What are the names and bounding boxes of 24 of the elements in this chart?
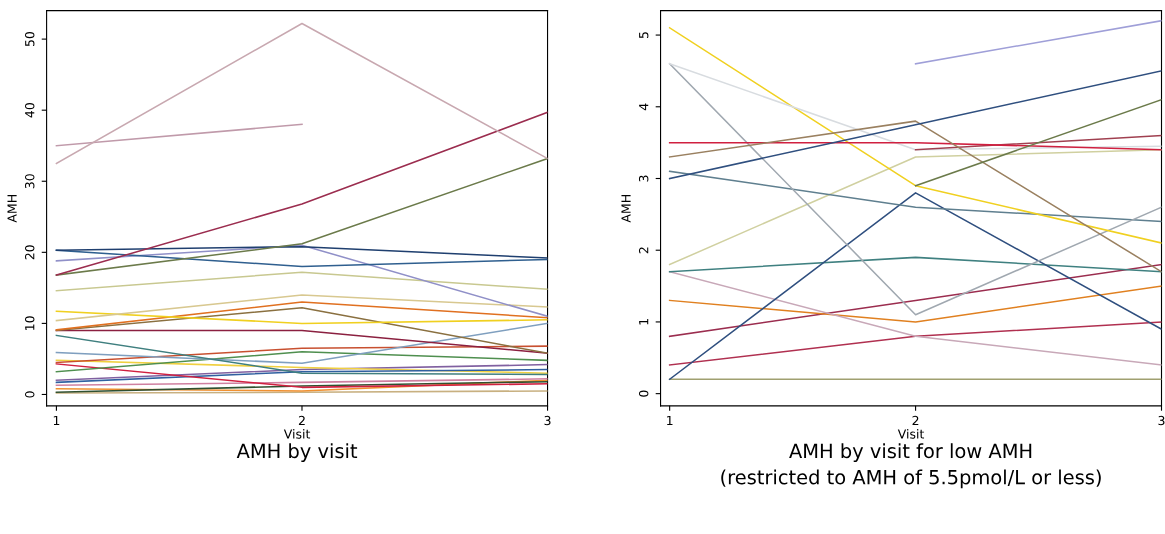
y-axis-title: AMH (7, 195, 17, 223)
x-tick-label: 3 (544, 415, 551, 426)
y-tick-label: 20 (25, 245, 35, 260)
x-axis-title: Visit (897, 429, 925, 439)
x-tick-label: 2 (912, 415, 919, 426)
y-tick-label: 40 (25, 103, 35, 118)
x-tick-label: 3 (1158, 415, 1165, 426)
y-tick-label: 5 (639, 32, 649, 39)
y-tick-label: 0 (638, 390, 649, 397)
x-tick-label: 1 (667, 415, 673, 426)
y-tick-label: 3 (638, 175, 649, 182)
y-tick-label: 50 (25, 31, 35, 47)
x-axis-title: Visit (283, 429, 311, 439)
text: AMH by visit (236, 443, 358, 463)
y-tick-label: 1 (639, 319, 649, 325)
y-axis-title: AMH (621, 195, 631, 223)
text: AMH by visit for low AMH (restricted to AMH of 5.5pmol/L or less) (721, 443, 1101, 489)
x-tick-label: 1 (53, 415, 60, 426)
x-tick-label: 2 (298, 415, 305, 426)
y-tick-label: 10 (25, 316, 35, 330)
y-tick-label: 4 (639, 103, 649, 111)
y-tick-label: 2 (638, 247, 649, 254)
y-tick-label: 0 (25, 391, 35, 398)
y-tick-label: 30 (25, 174, 35, 189)
